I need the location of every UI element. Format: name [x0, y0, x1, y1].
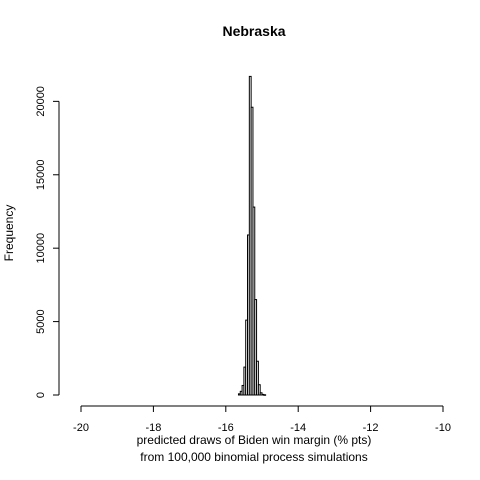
x-axis: -20 -18 -16 -14 -12 -10: [73, 405, 451, 434]
x-tick-label: -20: [73, 422, 89, 434]
x-tick-label: -10: [435, 422, 451, 434]
histogram-bar: [263, 394, 267, 396]
histogram-bar: [259, 392, 263, 396]
x-tick-label: -18: [145, 422, 161, 434]
y-axis: 0 5000 10000 15000 20000: [35, 86, 60, 398]
x-axis-label-secondary: from 100,000 binomial process simulation…: [140, 450, 367, 464]
x-axis-label: predicted draws of Biden win margin (% p…: [137, 433, 372, 447]
histogram-bar: [254, 299, 258, 396]
x-tick-label: -12: [363, 422, 379, 434]
x-tick-label: -16: [218, 422, 234, 434]
y-axis-label: Frequency: [2, 205, 16, 262]
x-tick-label: -14: [290, 422, 306, 434]
y-tick-label: 10000: [35, 233, 47, 264]
histogram-bars: [237, 75, 267, 396]
y-tick-label: 20000: [35, 86, 47, 117]
y-tick-label: 0: [35, 392, 47, 398]
chart-title: Nebraska: [222, 23, 285, 39]
histogram-bar: [256, 360, 259, 396]
histogram-bar: [257, 384, 261, 396]
y-tick-label: 15000: [35, 159, 47, 190]
y-tick-label: 5000: [35, 309, 47, 333]
